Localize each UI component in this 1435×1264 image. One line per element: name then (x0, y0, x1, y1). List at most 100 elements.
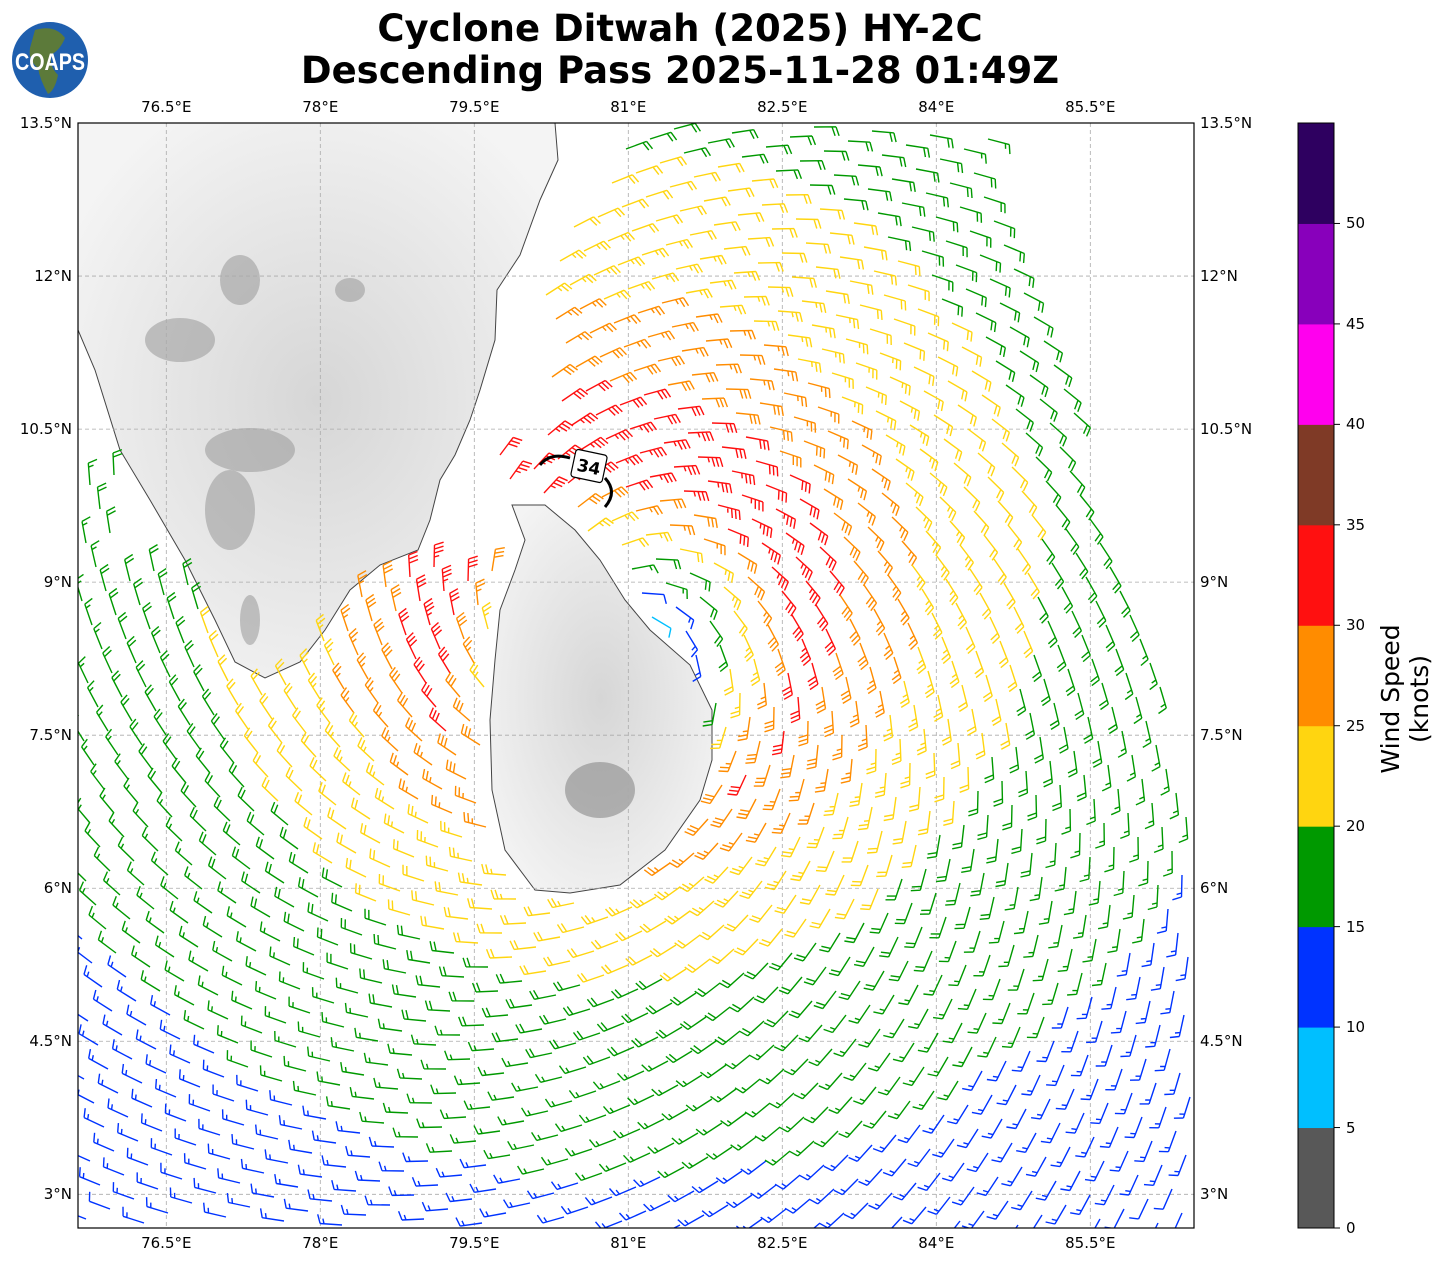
wind-barb (1099, 1126, 1119, 1148)
wind-barb (675, 263, 703, 274)
wind-barb (1007, 968, 1025, 991)
wind-barb (777, 310, 803, 323)
wind-barb (991, 418, 1011, 442)
wind-barb (1092, 740, 1103, 768)
wind-barb (823, 150, 850, 161)
wind-barb (774, 1174, 801, 1190)
wind-barb (1011, 466, 1029, 492)
wind-barb (105, 728, 119, 756)
wind-barb (727, 187, 755, 198)
wind-barb (483, 1149, 511, 1160)
wind-barb (545, 282, 573, 296)
wind-barb (724, 1054, 751, 1070)
wind-barb (458, 1016, 485, 1027)
wind-barb (481, 601, 492, 630)
wind-barb (1025, 432, 1044, 457)
wind-barb (677, 1214, 705, 1227)
wind-barb (173, 985, 195, 1006)
wind-barb (783, 392, 808, 408)
wind-barb (707, 138, 735, 149)
wind-barb (977, 814, 989, 841)
wind-barb (330, 1037, 355, 1052)
wind-barb (217, 654, 229, 682)
wind-barb (691, 1180, 719, 1194)
wind-barb (297, 877, 319, 898)
wind-barb (420, 915, 445, 930)
wind-barb (710, 726, 727, 750)
wind-barb (649, 472, 677, 484)
wind-barb (1031, 1098, 1051, 1120)
wind-barb (840, 676, 852, 704)
wind-barb (150, 851, 169, 876)
wind-barb (723, 245, 751, 256)
wind-barb (967, 428, 987, 452)
wind-barb (949, 660, 960, 689)
wind-barb (977, 452, 996, 477)
wind-barb (359, 1111, 385, 1124)
wind-barb (923, 974, 943, 996)
wind-barb (753, 986, 779, 1004)
wind-barb (550, 1181, 579, 1191)
wind-barb (539, 1014, 567, 1025)
wind-barb (584, 1196, 613, 1206)
wind-barb (968, 790, 979, 817)
title-line-2: Descending Pass 2025-11-28 01:49Z (300, 49, 1060, 92)
wind-barb (364, 676, 379, 704)
radius-34kt-arc (603, 476, 613, 508)
wind-barb (1027, 572, 1040, 600)
wind-barb (1147, 884, 1159, 911)
wind-barb (983, 196, 1006, 214)
wind-barb (903, 342, 926, 361)
wind-barb (1071, 610, 1083, 639)
wind-barb (675, 1074, 703, 1088)
wind-barb (235, 931, 257, 952)
wind-barb (191, 581, 202, 610)
wind-barb (1126, 754, 1137, 782)
wind-barb (922, 1114, 945, 1134)
wind-barb (731, 129, 759, 140)
wind-barb (781, 252, 808, 263)
wind-barb (828, 956, 851, 977)
wind-barb (1114, 1092, 1133, 1115)
wind-barb (1088, 880, 1101, 906)
wind-barb (1101, 986, 1117, 1010)
wind-barb (661, 297, 690, 308)
wind-barb (823, 488, 844, 510)
wind-barb (827, 430, 849, 450)
wind-barb (781, 836, 801, 858)
wind-barb (1043, 760, 1053, 788)
wind-barb (973, 172, 997, 189)
wind-barb (655, 214, 684, 225)
wind-barb (381, 727, 399, 752)
wind-barb (979, 254, 1002, 273)
wind-barb (755, 460, 779, 477)
wind-barb (1035, 456, 1053, 482)
wind-barb (221, 965, 243, 986)
wind-barb (879, 352, 902, 371)
colorbar-bin (1298, 323, 1334, 425)
wind-barb (912, 1090, 935, 1110)
wind-barb (226, 906, 247, 928)
wind-barb (797, 802, 815, 825)
wind-barb (799, 638, 812, 667)
wind-barb (462, 957, 489, 968)
wind-barb (397, 1210, 425, 1221)
wind-barb (493, 1174, 521, 1184)
wind-barb (1051, 1006, 1069, 1029)
wind-barb (406, 949, 431, 964)
lat-tick-label-right: 3°N (1200, 1185, 1229, 1204)
wind-barb (316, 697, 331, 724)
wind-barb (1072, 914, 1087, 939)
wind-barb (938, 940, 957, 963)
wind-barb (554, 1123, 583, 1133)
wind-barb (954, 906, 971, 930)
wind-barb (857, 164, 883, 177)
wind-barb (873, 270, 897, 286)
wind-barb (714, 890, 739, 908)
lon-tick-label-bottom: 85.5°E (1065, 1234, 1116, 1252)
wind-barb (1033, 316, 1054, 338)
wind-barb (582, 1055, 611, 1066)
wind-barb (274, 1173, 299, 1188)
wind-barb (372, 701, 389, 728)
wind-barb (382, 959, 407, 974)
